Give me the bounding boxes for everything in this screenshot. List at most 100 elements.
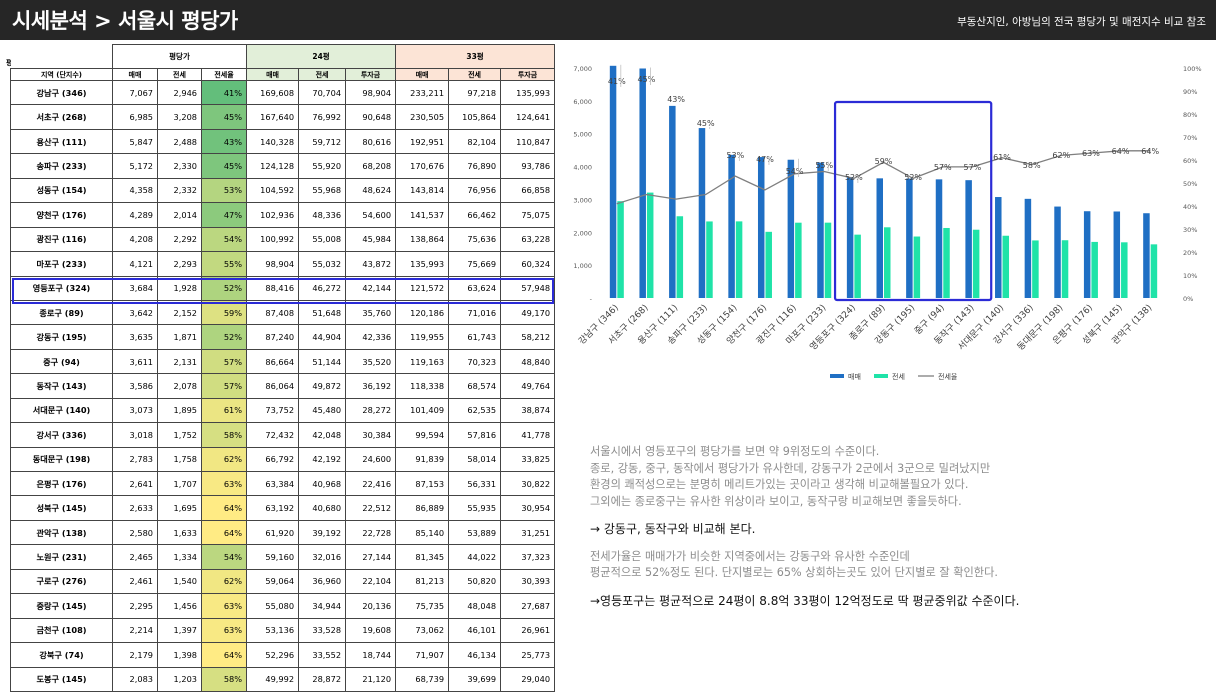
bar-sale [1024,198,1032,298]
value-cell: 53% [200,177,248,204]
region-cell: 광진구 (116) [10,226,113,253]
value-cell: 85,140 [395,519,450,546]
rate-data-label: 53% [726,151,744,160]
region-cell: 성북구 (145) [10,495,113,521]
value-cell: 1,895 [157,397,202,424]
value-cell: 53,136 [246,617,300,644]
value-cell: 63,192 [246,495,300,521]
value-cell: 55,032 [298,251,347,277]
value-cell: 192,951 [395,128,450,155]
value-cell: 2,152 [157,299,202,326]
value-cell: 76,992 [298,104,347,130]
table-row: 중랑구 (145) 2,295 1,456 63% 55,080 34,944 20,136… [10,593,556,619]
region-cell: 송파구 (233) [10,153,113,179]
value-cell: 28,272 [345,397,397,424]
y-left-tick-label: - [590,295,593,303]
bar-jeonse [943,227,950,298]
value-cell: 57% [200,348,248,375]
value-cell: 25,773 [500,642,556,668]
value-cell: 87,408 [246,299,300,326]
region-cell: 마포구 (233) [10,251,113,277]
value-cell: 31,251 [500,519,556,546]
value-cell: 58,014 [448,446,502,473]
value-cell: 46,101 [448,617,502,644]
value-cell: 48,336 [298,202,347,228]
value-cell: 120,186 [395,299,450,326]
region-cell: 용산구 (111) [10,128,113,155]
legend-label-sale: 매매 [848,373,861,381]
y-right-tick-label: 40% [1183,203,1197,211]
region-cell: 중랑구 (145) [10,593,113,619]
bar-sale [817,162,824,298]
bar-sale [906,178,913,298]
value-cell: 105,864 [448,104,502,130]
value-cell: 101,409 [395,397,450,424]
highlight-box-chart [833,100,993,302]
comment-line-1: 서울시에서 영등포구의 평당가를 보면 약 9위정도의 수준이다. [590,445,880,458]
value-cell: 75,735 [395,593,450,619]
rate-data-label: 55% [815,161,833,170]
value-cell: 1,334 [157,544,202,570]
table-row: 구로구 (276) 2,461 1,540 62% 59,064 36,960 22,104… [10,568,556,595]
value-cell: 47% [200,202,248,228]
rate-data-label: 64% [1141,147,1159,156]
bar-sale [787,159,795,298]
bar-jeonse [795,222,802,298]
rate-data-label: 57% [964,163,982,172]
table-row: 마포구 (233) 4,121 2,293 55% 98,904 55,032 43,872… [10,251,556,277]
value-cell: 42,144 [345,275,397,301]
bar-sale [669,105,676,299]
legend-swatch-jeonse [874,374,888,378]
bar-jeonse [1032,240,1039,298]
value-cell: 22,512 [345,495,397,521]
value-cell: 55,920 [298,153,347,179]
page-header: 시세분석 > 서울시 평당가 부동산지인, 아방님의 전국 평당가 및 매전지수… [0,0,1216,40]
value-cell: 60,324 [500,251,556,277]
value-cell: 3,635 [112,324,158,350]
table-row: 영등포구 (324) 3,684 1,928 52% 88,416 46,272 42,14… [10,275,556,301]
table-row: 동작구 (143) 3,586 2,078 57% 86,064 49,872 36,192… [10,373,556,399]
value-cell: 97,218 [448,79,502,106]
bar-sale [846,176,854,298]
value-cell: 61,743 [448,324,502,350]
column-header: 전세 [298,68,347,81]
group-header-pyeong: 평당가 [111,44,248,69]
value-cell: 81,213 [395,568,450,595]
rate-line [616,150,1151,205]
bar-jeonse [617,201,624,298]
value-cell: 50,820 [448,568,502,595]
value-cell: 40,680 [298,495,347,521]
value-cell: 68,208 [345,153,397,179]
value-cell: 76,956 [448,177,502,204]
region-cell: 영등포구 (324) [10,275,113,301]
table-row: 양천구 (176) 4,289 2,014 47% 102,936 48,336 54,60… [10,202,556,228]
value-cell: 62% [200,446,248,473]
comment-line-5: 전세가율은 매매가가 비슷한 지역중에서는 강동구와 유사한 수준인데 [590,549,910,563]
region-cell: 금천구 (108) [10,617,113,644]
value-cell: 33,528 [298,617,347,644]
value-cell: 55,935 [448,495,502,521]
rate-data-label: 43% [667,95,685,104]
y-right-tick-label: 30% [1183,226,1197,234]
rate-data-label: 58% [1023,161,1041,170]
value-cell: 49,992 [246,666,300,692]
value-cell: 4,358 [112,177,158,204]
value-cell: 63,384 [246,470,300,497]
value-cell: 110,847 [500,128,556,155]
region-cell: 종로구 (89) [10,299,113,326]
legend-label-rate: 전세율 [938,372,958,381]
bar-jeonse [1091,241,1098,298]
value-cell: 22,104 [345,568,397,595]
comment-arrow-2: →영등포구는 평균적으로 24평이 8.8억 33평이 12억정도로 딱 평균중… [590,593,1020,608]
table-row: 동대문구 (198) 2,783 1,758 62% 66,792 42,192 24,60… [10,446,556,473]
value-cell: 124,128 [246,153,300,179]
value-cell: 59,064 [246,568,300,595]
table-row: 강북구 (74) 2,179 1,398 64% 52,296 33,552 18,744 7… [10,642,556,668]
value-cell: 141,537 [395,202,450,228]
value-cell: 3,586 [112,373,158,399]
value-cell: 167,640 [246,104,300,130]
group-header-24: 24평 [246,44,397,69]
value-cell: 72,432 [246,422,300,448]
value-cell: 48,048 [448,593,502,619]
value-cell: 80,616 [345,128,397,155]
